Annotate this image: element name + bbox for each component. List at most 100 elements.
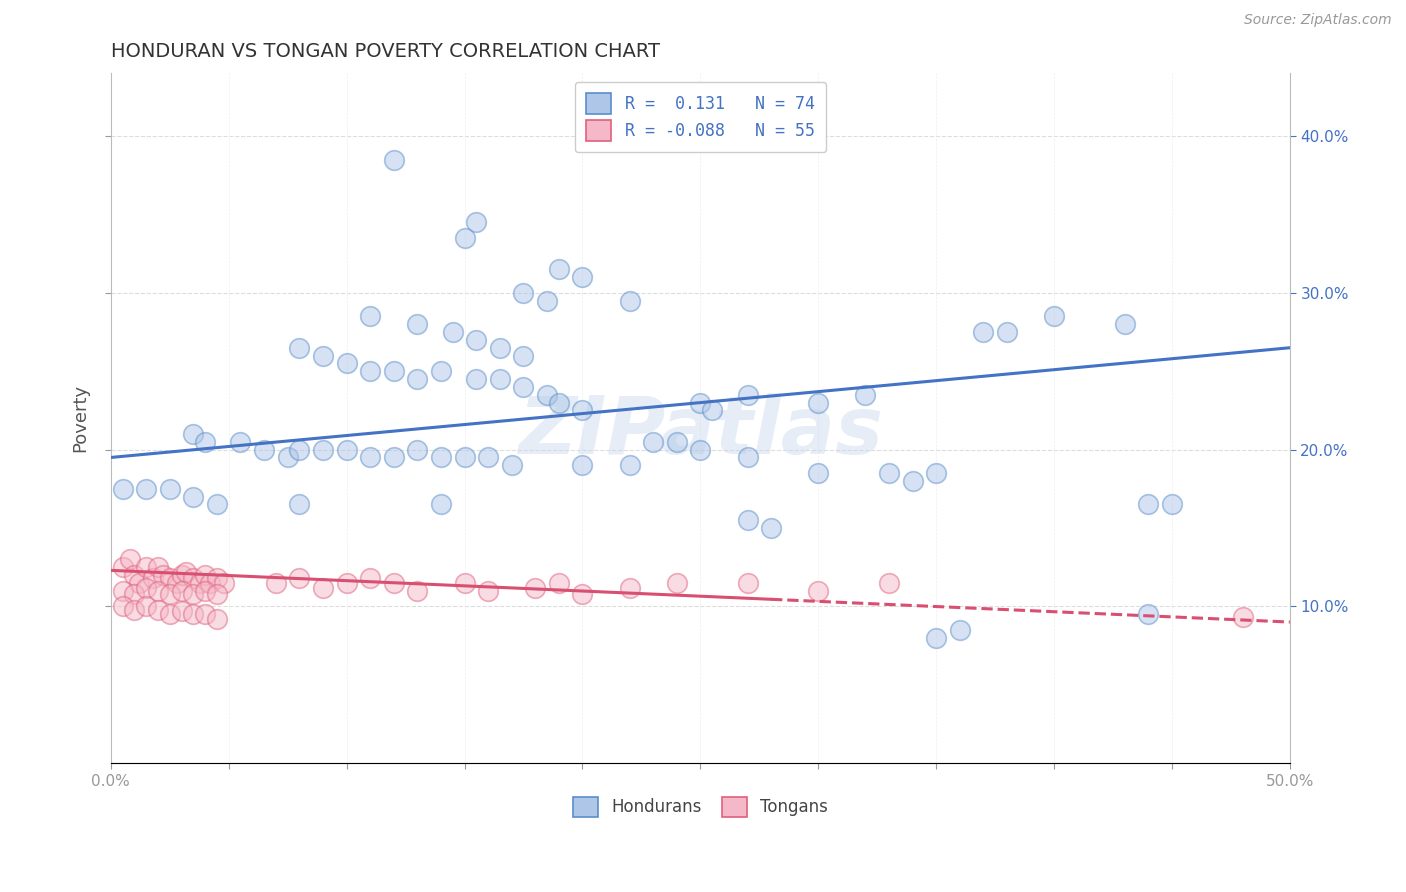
Point bbox=[181, 490, 204, 504]
Point bbox=[619, 458, 641, 473]
Point bbox=[205, 571, 228, 585]
Point bbox=[949, 623, 972, 637]
Point bbox=[807, 395, 830, 409]
Point bbox=[159, 607, 181, 622]
Point bbox=[382, 575, 405, 590]
Y-axis label: Poverty: Poverty bbox=[72, 384, 89, 452]
Point bbox=[212, 575, 235, 590]
Point bbox=[925, 631, 948, 645]
Point bbox=[453, 231, 475, 245]
Point bbox=[453, 450, 475, 465]
Point bbox=[170, 583, 193, 598]
Point bbox=[128, 575, 150, 590]
Point bbox=[205, 498, 228, 512]
Point bbox=[159, 587, 181, 601]
Point bbox=[1043, 310, 1066, 324]
Point bbox=[181, 607, 204, 622]
Point bbox=[359, 450, 381, 465]
Point bbox=[142, 571, 165, 585]
Point bbox=[159, 482, 181, 496]
Point bbox=[512, 380, 534, 394]
Point bbox=[571, 270, 593, 285]
Point bbox=[382, 153, 405, 167]
Point bbox=[152, 568, 174, 582]
Point bbox=[547, 395, 569, 409]
Point bbox=[146, 583, 169, 598]
Text: HONDURAN VS TONGAN POVERTY CORRELATION CHART: HONDURAN VS TONGAN POVERTY CORRELATION C… bbox=[111, 42, 659, 61]
Point bbox=[124, 587, 146, 601]
Point bbox=[190, 575, 212, 590]
Point bbox=[181, 587, 204, 601]
Point bbox=[489, 372, 512, 386]
Point bbox=[1137, 498, 1160, 512]
Point bbox=[406, 583, 429, 598]
Point bbox=[170, 568, 193, 582]
Point bbox=[382, 364, 405, 378]
Point bbox=[759, 521, 782, 535]
Point bbox=[925, 466, 948, 480]
Point bbox=[477, 450, 499, 465]
Point bbox=[264, 575, 287, 590]
Point bbox=[288, 498, 311, 512]
Point bbox=[288, 442, 311, 457]
Point bbox=[406, 442, 429, 457]
Point bbox=[1137, 607, 1160, 622]
Point bbox=[194, 434, 217, 449]
Point bbox=[359, 571, 381, 585]
Point bbox=[689, 442, 711, 457]
Point bbox=[205, 612, 228, 626]
Point bbox=[111, 482, 134, 496]
Point bbox=[124, 602, 146, 616]
Point bbox=[524, 581, 547, 595]
Point bbox=[229, 434, 252, 449]
Point bbox=[737, 388, 759, 402]
Point bbox=[135, 560, 157, 574]
Point bbox=[512, 349, 534, 363]
Point bbox=[619, 581, 641, 595]
Point bbox=[807, 583, 830, 598]
Point bbox=[855, 388, 877, 402]
Point bbox=[181, 426, 204, 441]
Point bbox=[205, 587, 228, 601]
Text: ZIPatlas: ZIPatlas bbox=[517, 393, 883, 471]
Point bbox=[501, 458, 523, 473]
Point bbox=[312, 349, 335, 363]
Point bbox=[665, 575, 688, 590]
Point bbox=[181, 571, 204, 585]
Point bbox=[146, 560, 169, 574]
Point bbox=[571, 403, 593, 417]
Legend: Hondurans, Tongans: Hondurans, Tongans bbox=[567, 790, 834, 824]
Point bbox=[512, 285, 534, 300]
Point bbox=[406, 317, 429, 331]
Point bbox=[146, 602, 169, 616]
Point bbox=[111, 560, 134, 574]
Point bbox=[807, 466, 830, 480]
Point bbox=[194, 607, 217, 622]
Point bbox=[737, 575, 759, 590]
Point bbox=[643, 434, 665, 449]
Point bbox=[665, 434, 688, 449]
Point bbox=[1232, 610, 1254, 624]
Point bbox=[489, 341, 512, 355]
Text: Source: ZipAtlas.com: Source: ZipAtlas.com bbox=[1244, 13, 1392, 28]
Point bbox=[465, 333, 488, 347]
Point bbox=[124, 568, 146, 582]
Point bbox=[288, 571, 311, 585]
Point bbox=[737, 450, 759, 465]
Point bbox=[972, 325, 994, 339]
Point bbox=[571, 458, 593, 473]
Point bbox=[547, 262, 569, 277]
Point bbox=[111, 583, 134, 598]
Point bbox=[118, 552, 141, 566]
Point bbox=[901, 474, 924, 488]
Point bbox=[336, 442, 359, 457]
Point bbox=[382, 450, 405, 465]
Point bbox=[1161, 498, 1184, 512]
Point bbox=[547, 575, 569, 590]
Point bbox=[359, 364, 381, 378]
Point bbox=[430, 364, 453, 378]
Point bbox=[430, 450, 453, 465]
Point bbox=[619, 293, 641, 308]
Point bbox=[277, 450, 299, 465]
Point bbox=[571, 587, 593, 601]
